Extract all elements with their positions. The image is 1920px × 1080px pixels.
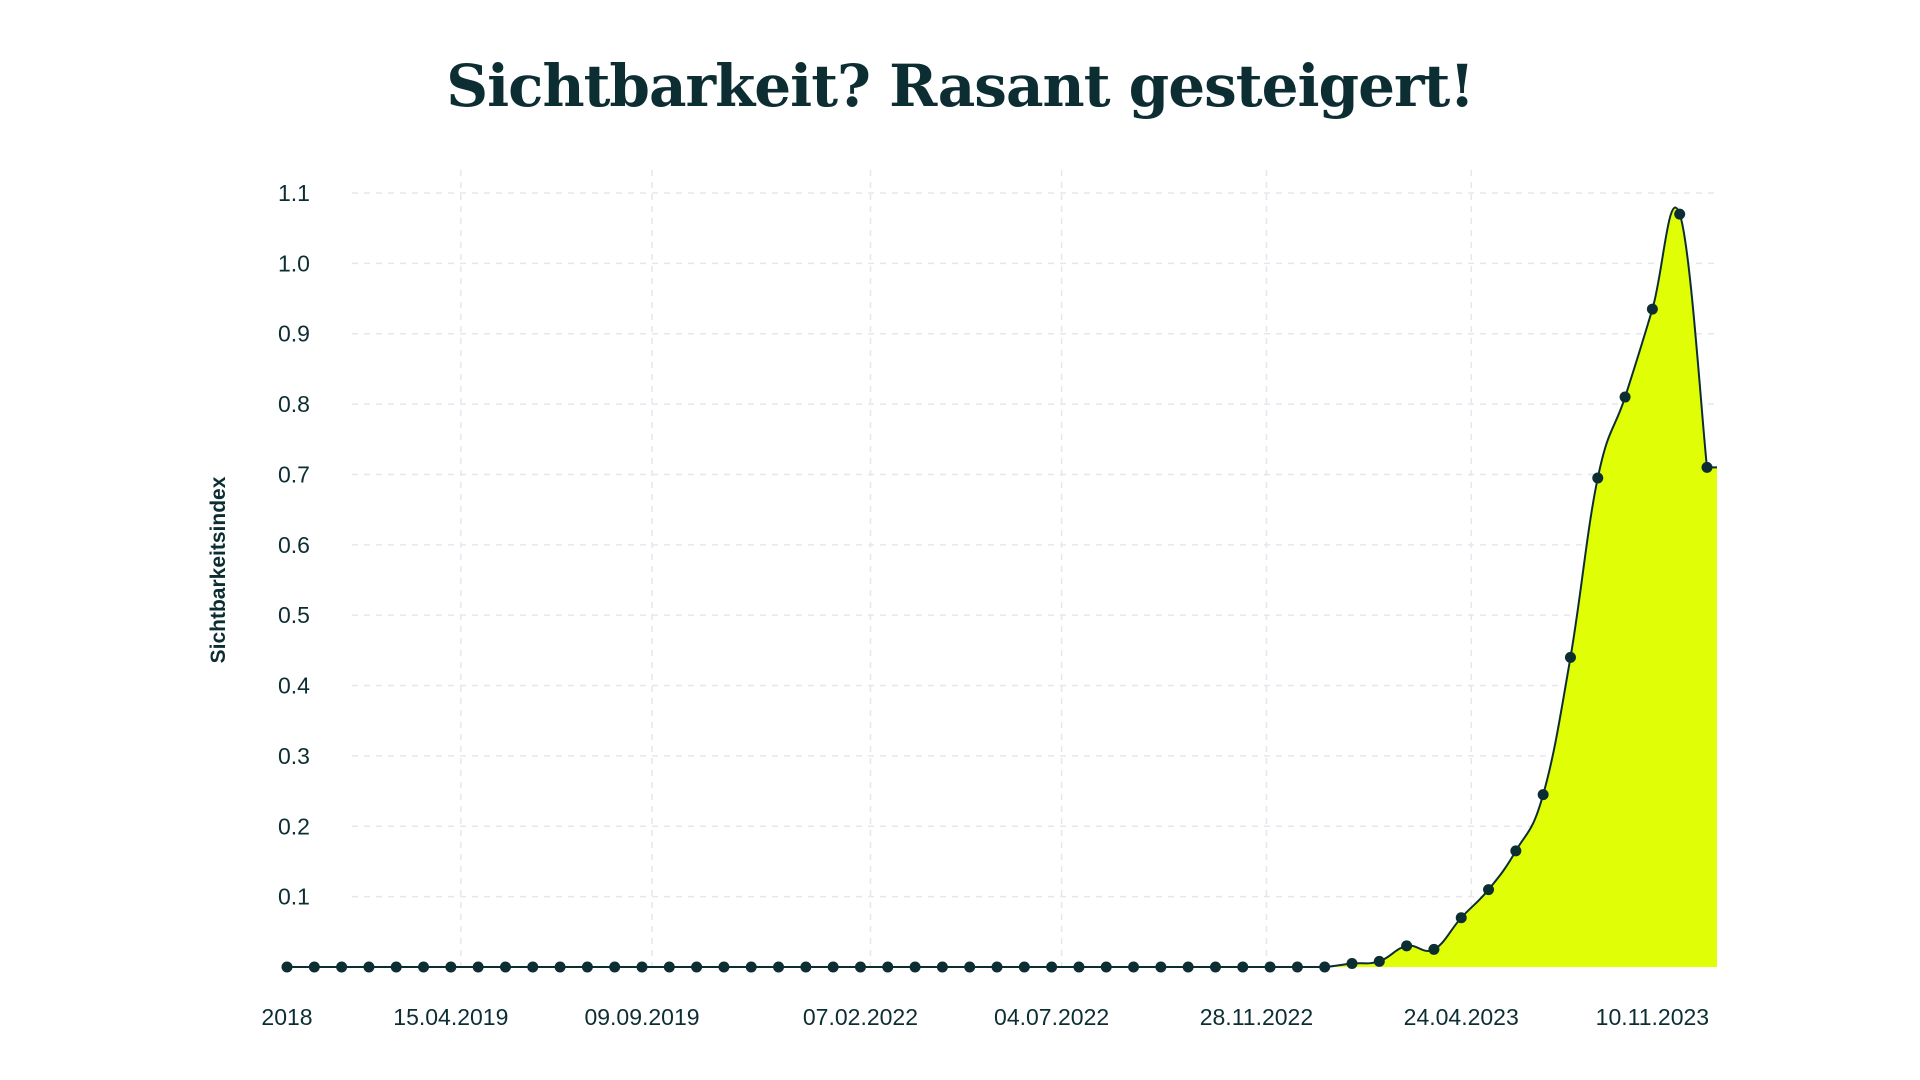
data-point [1155, 961, 1167, 973]
data-point [609, 961, 621, 973]
data-point [1264, 961, 1276, 973]
data-point [1346, 957, 1358, 969]
y-tick-label: 1.1 [278, 180, 310, 206]
data-point [472, 961, 484, 973]
x-tick-label: 07.02.2022 [803, 1004, 918, 1030]
data-point [527, 961, 539, 973]
data-point [1209, 961, 1221, 973]
data-point [1018, 961, 1030, 973]
data-point [281, 961, 293, 973]
data-point [336, 961, 348, 973]
data-point [745, 961, 757, 973]
data-point [1046, 961, 1058, 973]
area [287, 206, 1717, 968]
data-point [1592, 472, 1604, 484]
y-tick-label: 0.1 [278, 884, 310, 910]
data-point [909, 961, 921, 973]
data-point [1537, 789, 1549, 801]
y-tick-label: 0.3 [278, 743, 310, 769]
data-point [718, 961, 730, 973]
y-tick-label: 0.5 [278, 602, 310, 628]
x-tick-label: 2018 [261, 1004, 312, 1030]
x-tick-label: 10.11.2023 [1596, 1004, 1709, 1030]
data-point [581, 961, 593, 973]
data-point [1646, 303, 1658, 315]
data-point [1182, 961, 1194, 973]
data-point [390, 961, 402, 973]
area-fill [287, 207, 1717, 968]
y-tick-label: 0.2 [278, 813, 310, 839]
data-point [1564, 651, 1576, 663]
data-points [281, 208, 1713, 973]
x-axis-ticks: 2018 15.04.2019 09.09.2019 07.02.2022 04.07.… [261, 1004, 1709, 1030]
data-point [827, 961, 839, 973]
data-point [418, 961, 430, 973]
chart-title: Sichtbarkeit? Rasant gesteigert! [446, 52, 1475, 120]
data-point [1428, 943, 1440, 955]
y-tick-label: 0.4 [278, 673, 310, 699]
x-tick-label: 09.09.2019 [584, 1004, 699, 1030]
data-point [445, 961, 457, 973]
data-point [936, 961, 948, 973]
data-point [1319, 961, 1331, 973]
data-point [964, 961, 976, 973]
grid [352, 170, 1720, 967]
y-tick-label: 0.6 [278, 532, 310, 558]
data-point [1291, 961, 1303, 973]
data-point [1401, 940, 1413, 952]
data-point [308, 961, 320, 973]
data-point [1373, 955, 1385, 967]
data-point [1674, 208, 1686, 220]
data-point [991, 961, 1003, 973]
data-point [499, 961, 511, 973]
data-point [1128, 961, 1140, 973]
series-line [287, 206, 1717, 968]
x-tick-label: 04.07.2022 [994, 1004, 1109, 1030]
data-point [1701, 461, 1713, 473]
y-tick-label: 0.7 [278, 461, 310, 487]
x-tick-label: 28.11.2022 [1200, 1004, 1313, 1030]
y-axis-label: Sichtbarkeitsindex [207, 476, 230, 663]
data-point [882, 961, 894, 973]
y-tick-label: 0.8 [278, 391, 310, 417]
data-point [691, 961, 703, 973]
data-point [363, 961, 375, 973]
data-point [1237, 961, 1249, 973]
data-point [663, 961, 675, 973]
data-point [636, 961, 648, 973]
y-tick-label: 1.0 [278, 250, 310, 276]
data-point [1510, 845, 1522, 857]
x-tick-label: 24.04.2023 [1404, 1004, 1519, 1030]
data-point [1619, 391, 1631, 403]
data-point [554, 961, 566, 973]
y-tick-label: 0.9 [278, 321, 310, 347]
x-tick-label: 15.04.2019 [393, 1004, 508, 1030]
y-axis-ticks: 0.1 0.2 0.3 0.4 0.5 0.6 0.7 0.8 0.9 1.0 1.1 [278, 180, 310, 910]
data-point [854, 961, 866, 973]
data-point [773, 961, 785, 973]
data-point [1483, 884, 1495, 896]
data-point [1100, 961, 1112, 973]
data-point [1455, 912, 1467, 924]
data-point [800, 961, 812, 973]
data-point [1073, 961, 1085, 973]
